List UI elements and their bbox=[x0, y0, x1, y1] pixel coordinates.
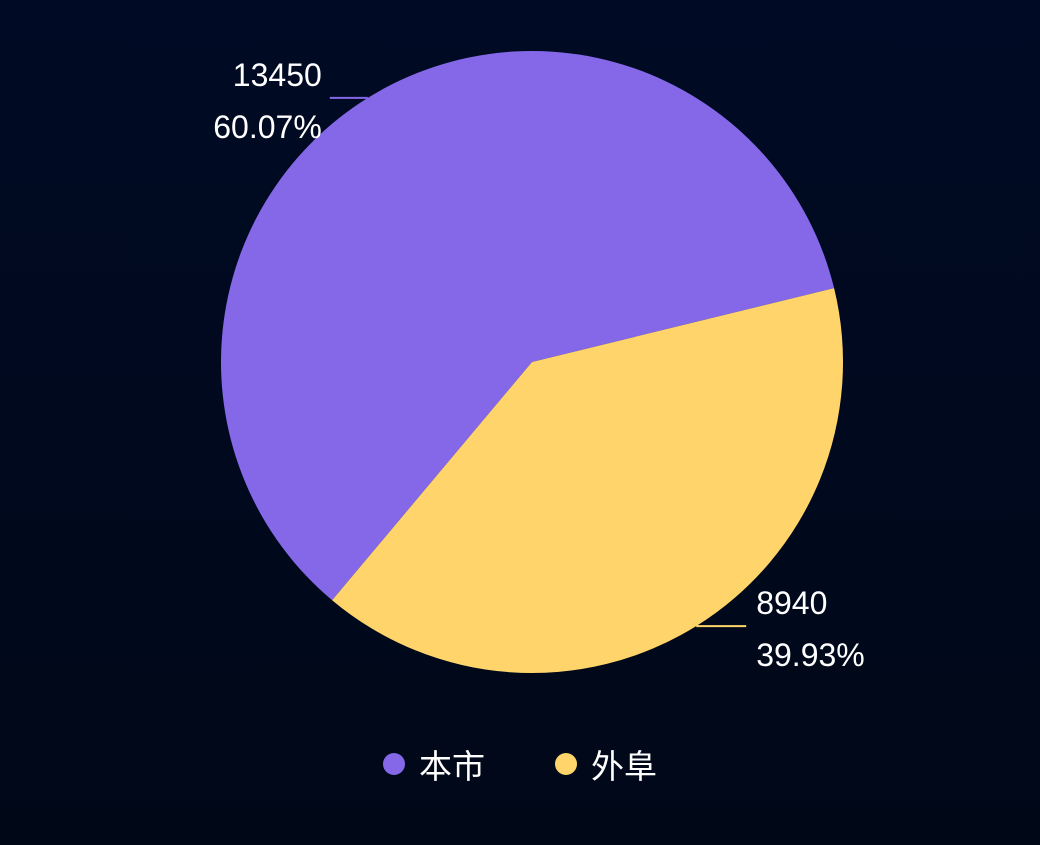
legend-label-bendi: 本市 bbox=[419, 747, 485, 786]
legend-item-bendi[interactable]: 本市 bbox=[383, 740, 485, 788]
data-label-percent-waifu: 39.93% bbox=[756, 637, 865, 673]
data-label-percent-bendi: 60.07% bbox=[213, 109, 322, 145]
data-label-value-bendi: 13450 bbox=[233, 57, 322, 93]
legend-label-waifu: 外阜 bbox=[591, 747, 657, 786]
legend-item-waifu[interactable]: 外阜 bbox=[555, 740, 657, 788]
pie-slice-bendi[interactable] bbox=[220, 50, 835, 601]
legend-dot-waifu bbox=[555, 753, 577, 775]
legend: 本市 外阜 bbox=[0, 740, 1040, 788]
legend-dot-bendi bbox=[383, 753, 405, 775]
data-label-value-waifu: 8940 bbox=[756, 585, 827, 621]
pie-slice-waifu[interactable] bbox=[332, 288, 843, 673]
